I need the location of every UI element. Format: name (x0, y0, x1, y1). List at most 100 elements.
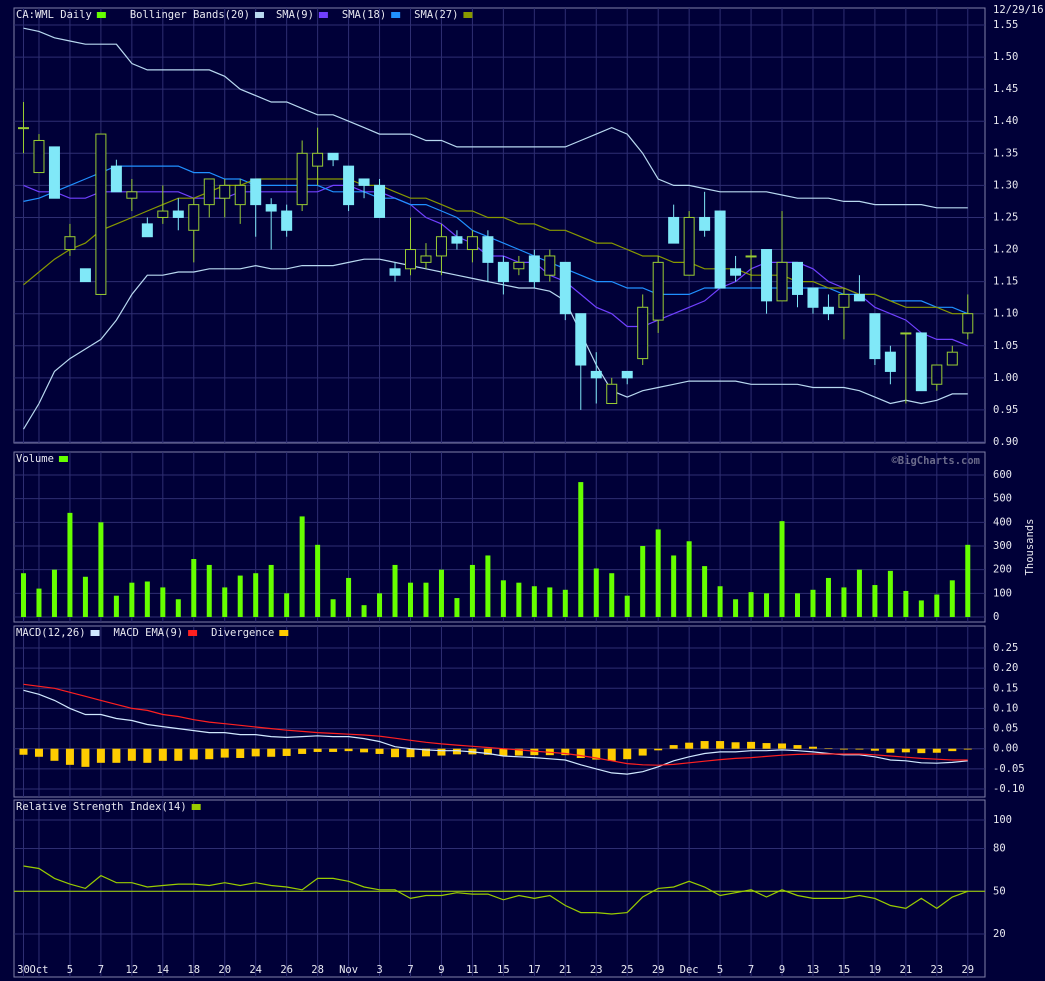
x-tick-label: 29 (652, 964, 665, 976)
y-tick-label: 0.10 (993, 702, 1018, 714)
y-tick-label: 1.15 (993, 276, 1018, 288)
divergence-bar (654, 748, 663, 751)
volume-bar (624, 595, 630, 617)
candle-body (730, 268, 742, 276)
divergence-bar (50, 748, 59, 761)
divergence-bar (236, 748, 245, 758)
volume-bar (686, 541, 692, 617)
y-tick-label: 1.05 (993, 340, 1018, 352)
candle-body (420, 255, 432, 263)
volume-bar (795, 593, 800, 617)
candle-body (637, 306, 649, 360)
candle-body (792, 261, 803, 295)
volume-bar (733, 599, 739, 617)
divergence-bar (421, 748, 430, 757)
legend-swatch (391, 12, 401, 18)
y-tick-label: 80 (993, 843, 1006, 855)
volume-bar (609, 573, 615, 617)
candle-body (126, 191, 138, 199)
volume-bar (392, 564, 398, 617)
candle-body (544, 255, 556, 276)
x-tick-label: 11 (466, 964, 479, 976)
volume-bar (346, 577, 352, 617)
y-tick-label: 0.05 (993, 723, 1018, 735)
divergence-bar (700, 741, 709, 749)
divergence-bar (174, 748, 183, 761)
divergence-bar (917, 748, 926, 754)
x-tick-label: 15 (497, 964, 510, 976)
candle-body (513, 261, 525, 270)
divergence-bar (391, 748, 400, 758)
candle-body (915, 332, 927, 392)
divergence-bar (963, 748, 972, 750)
y-tick-label: 1.25 (993, 211, 1018, 223)
volume-bar (562, 589, 568, 617)
volume-bar (764, 593, 770, 617)
indicator-line (23, 865, 969, 915)
y-tick-label: 1.20 (993, 244, 1018, 256)
divergence-bar (143, 748, 152, 763)
y-tick-label: 300 (993, 540, 1012, 552)
divergence-bar (158, 748, 167, 761)
legend-swatch (90, 630, 100, 636)
volume-bar (67, 512, 73, 617)
y-tick-label: 0.95 (993, 404, 1018, 416)
candle-body (590, 370, 602, 379)
candle-body (79, 268, 91, 283)
divergence-bar (298, 748, 307, 754)
volume-bar (578, 482, 584, 617)
divergence-bar (483, 748, 492, 755)
volume-bar (903, 590, 909, 617)
candle-body (900, 332, 912, 335)
volume-bar (810, 589, 816, 617)
divergence-bar (669, 745, 678, 749)
x-tick-label: 13 (807, 964, 820, 976)
divergence-bar (127, 748, 136, 761)
x-tick-label: Nov (339, 964, 358, 976)
divergence-bar (824, 748, 833, 749)
indicator-line (23, 689, 968, 775)
legend-label: SMA(27) (414, 9, 458, 21)
x-tick-label: 17 (528, 964, 541, 976)
divergence-bar (623, 748, 632, 760)
divergence-bar (267, 748, 276, 757)
legend-label: MACD EMA(9) (114, 627, 184, 639)
volume-bar (299, 516, 305, 617)
volume-bar (717, 586, 723, 617)
divergence-bar (437, 748, 446, 756)
candle-body (141, 223, 153, 238)
y-tick-label: 400 (993, 516, 1012, 528)
x-tick-label: 9 (438, 964, 444, 976)
x-tick-label: 18 (187, 964, 200, 976)
candle-body (497, 261, 509, 283)
x-tick-label: 5 (717, 964, 723, 976)
volume-bar (500, 580, 506, 617)
divergence-bar (948, 748, 957, 752)
volume-bar (408, 582, 413, 617)
y-tick-label: 100 (993, 587, 1012, 599)
divergence-bar (282, 748, 291, 756)
candle-body (606, 383, 618, 405)
volume-bar (825, 577, 831, 617)
candle-body (946, 351, 958, 366)
volume-bar (531, 586, 537, 617)
x-tick-label: 7 (98, 964, 104, 976)
candle-body (683, 216, 695, 276)
volume-bar (485, 555, 491, 617)
divergence-bar (251, 748, 260, 757)
volume-bar (438, 569, 444, 617)
volume-bar (98, 522, 104, 617)
divergence-bar (19, 748, 28, 755)
legend-swatch (58, 456, 68, 462)
panel-frame (13, 799, 986, 978)
legend-swatch (188, 630, 198, 636)
legend-label: CA:WML Daily (16, 9, 92, 21)
y-tick-label: 600 (993, 469, 1012, 481)
x-tick-label: 21 (900, 964, 913, 976)
divergence-bar (313, 748, 322, 752)
divergence-bar (530, 748, 539, 756)
x-tick-label: 3 (376, 964, 382, 976)
x-tick-label: 30 (17, 964, 30, 976)
